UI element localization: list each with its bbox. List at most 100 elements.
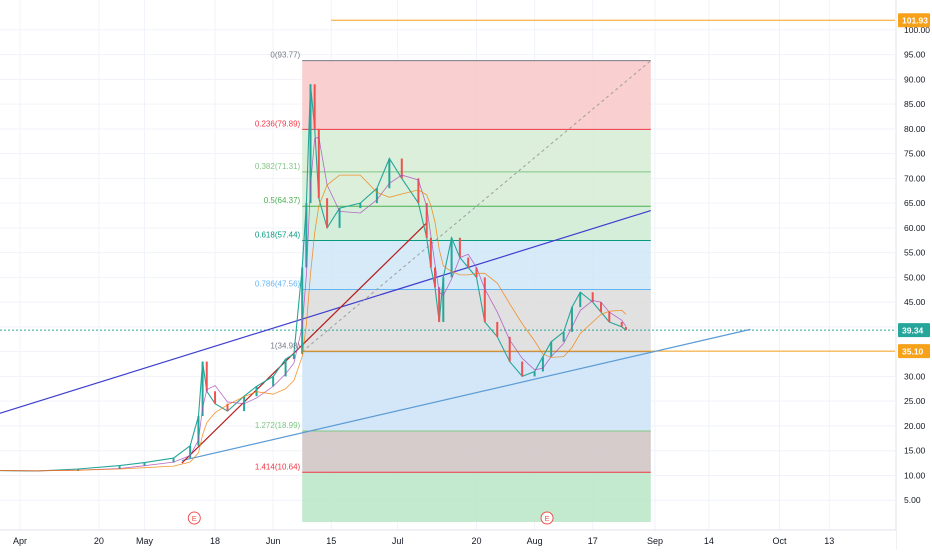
- earnings-marker-label: E: [545, 514, 550, 523]
- candle: [562, 331, 565, 342]
- candle: [255, 386, 258, 397]
- candle: [197, 416, 200, 446]
- price-tick-label: 45.00: [904, 297, 926, 307]
- candle: [375, 188, 378, 204]
- earnings-marker: [540, 511, 554, 525]
- candle: [201, 361, 204, 417]
- price-tick-label: 75.00: [904, 149, 926, 159]
- candle: [317, 128, 320, 199]
- candle: [496, 321, 499, 337]
- price-tick-label: 25.00: [904, 396, 926, 406]
- time-tick-label: Oct: [772, 536, 787, 546]
- time-tick-label: Sep: [647, 536, 663, 546]
- candle: [292, 354, 295, 360]
- fib-level-label: 0.618(57.44): [255, 231, 301, 240]
- price-tick-label: 55.00: [904, 248, 926, 258]
- price-axis-background: [896, 0, 932, 550]
- time-tick-label: Jun: [266, 536, 281, 546]
- candle: [533, 371, 536, 377]
- price-tag-label: 39.34: [902, 326, 924, 336]
- candle: [620, 321, 623, 327]
- trend-line: [0, 209, 651, 414]
- price-tick-label: 95.00: [904, 50, 926, 60]
- candle: [417, 178, 420, 204]
- candle: [483, 277, 486, 322]
- price-tag: [898, 323, 930, 338]
- fib-zone: [302, 430, 651, 473]
- fib-level-label: 1.414(10.64): [255, 462, 301, 471]
- candle: [550, 341, 553, 357]
- trend-line: [181, 328, 751, 462]
- time-tick-label: 17: [588, 536, 598, 546]
- candle: [508, 336, 511, 362]
- fib-level-label: 0.786(47.56): [255, 279, 301, 288]
- fib-level-label: 0.382(71.31): [255, 162, 301, 171]
- price-tag-label: 101.93: [902, 16, 928, 26]
- price-tick-label: 65.00: [904, 198, 926, 208]
- price-line: [0, 84, 627, 472]
- time-tick-label: 13: [824, 536, 834, 546]
- fib-zone: [302, 129, 651, 172]
- price-tick-label: 30.00: [904, 371, 926, 381]
- candle: [467, 257, 470, 268]
- time-tick-label: 15: [326, 536, 336, 546]
- time-axis-background: [0, 530, 896, 550]
- price-tick-label: 80.00: [904, 124, 926, 134]
- candle: [429, 237, 432, 268]
- time-tick-label: Jul: [392, 536, 404, 546]
- candle: [214, 391, 217, 404]
- candle: [600, 302, 602, 313]
- price-tag-label: 35.10: [902, 347, 924, 357]
- time-tick-label: Apr: [13, 536, 27, 546]
- candle: [189, 445, 192, 459]
- price-tick-label: 15.00: [904, 446, 926, 456]
- fib-zone: [302, 171, 651, 207]
- candle: [359, 203, 362, 209]
- candle: [450, 237, 453, 278]
- price-tag: [898, 344, 930, 359]
- fib-level-label: 1(34.98): [270, 342, 300, 351]
- fib-zone: [302, 351, 651, 431]
- fib-zone: [302, 60, 651, 130]
- fib-level-label: 0(93.77): [270, 51, 300, 60]
- fib-level-label: 0.236(79.89): [255, 119, 301, 128]
- price-tick-label: 70.00: [904, 173, 926, 183]
- candle: [579, 292, 582, 308]
- candle: [400, 158, 403, 179]
- fib-zone: [302, 206, 651, 241]
- candle: [541, 356, 544, 372]
- candle: [284, 359, 287, 377]
- candle: [624, 326, 627, 331]
- candle: [458, 237, 461, 258]
- candle: [475, 267, 478, 278]
- candle: [118, 465, 121, 470]
- candle: [388, 158, 391, 189]
- price-tick-label: 5.00: [904, 495, 921, 505]
- candle: [425, 203, 428, 238]
- candle: [608, 312, 611, 322]
- candle: [313, 84, 316, 129]
- moving-average-line: [0, 136, 627, 472]
- moving-average-line: [0, 174, 627, 472]
- time-tick-label: 20: [471, 536, 481, 546]
- price-tick-label: 90.00: [904, 74, 926, 84]
- time-tick-label: 14: [704, 536, 714, 546]
- candle: [521, 361, 524, 377]
- fib-zone: [302, 472, 651, 522]
- candle: [591, 292, 594, 303]
- time-tick-label: 20: [94, 536, 104, 546]
- fib-level-label: 1.272(18.99): [255, 421, 301, 430]
- candle: [442, 277, 445, 322]
- candle: [438, 287, 441, 322]
- time-tick-label: 18: [210, 536, 220, 546]
- time-tick-label: May: [136, 536, 154, 546]
- candle: [570, 307, 573, 332]
- candle: [226, 403, 229, 412]
- price-tick-label: 10.00: [904, 470, 926, 480]
- candle: [205, 361, 208, 392]
- candle: [172, 458, 175, 463]
- earnings-marker-label: E: [192, 514, 197, 523]
- price-tick-label: 60.00: [904, 223, 926, 233]
